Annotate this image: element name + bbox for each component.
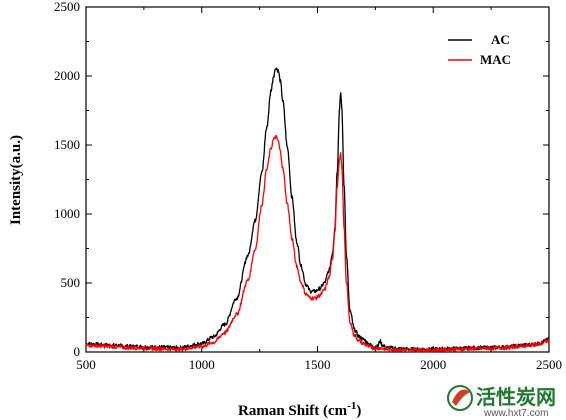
x-axis-title-suffix: ): [356, 403, 361, 419]
series-line-ac: [85, 67, 550, 352]
legend-label-mac: MAC: [480, 52, 511, 67]
watermark-brand: 活性炭网: [476, 385, 556, 409]
x-axis-title-superscript: -1: [347, 400, 356, 412]
y-axis-title: Intensity(a.u.): [8, 135, 24, 225]
series-line-mac: [85, 134, 550, 353]
y-tick-label: 0: [74, 344, 81, 359]
watermark-logo-icon: [447, 385, 473, 411]
x-tick-label: 2000: [420, 357, 446, 372]
y-tick-label: 2000: [54, 68, 80, 83]
watermark-url: www.hxt7.com: [483, 408, 548, 419]
series-layer: [85, 67, 550, 353]
legend: AC MAC: [448, 32, 511, 67]
x-tick-label: 500: [76, 357, 96, 372]
x-axis-title: Raman Shift (cm-1): [238, 400, 361, 419]
y-tick-label: 2500: [54, 0, 80, 14]
y-tick-label: 1000: [54, 206, 80, 221]
watermark: 活性炭网 www.hxt7.com: [447, 385, 556, 419]
y-tick-label: 1500: [54, 137, 80, 152]
x-axis-title-main: Raman Shift (cm: [238, 403, 348, 419]
x-tick-label: 2500: [536, 357, 562, 372]
legend-label-ac: AC: [491, 32, 510, 47]
y-tick-label: 500: [61, 275, 81, 290]
x-tick-label: 1500: [305, 357, 331, 372]
x-tick-label: 1000: [189, 357, 215, 372]
